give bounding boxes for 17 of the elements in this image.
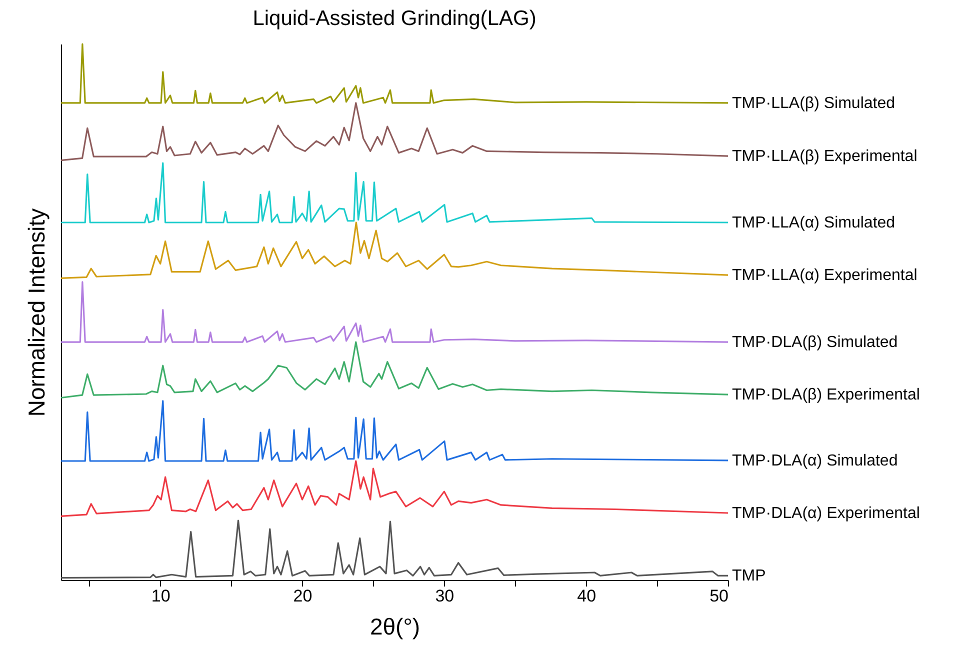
series-label: TMP·LLA(α) Simulated [732, 214, 896, 232]
x-tick-label: 40 [577, 586, 596, 606]
series-label: TMP·DLA(α) Experimental [732, 505, 920, 522]
series-label: TMP·LLA(β) Experimental [732, 148, 918, 166]
series-label: TMP·DLA(β) Simulated [732, 334, 898, 352]
y-axis-title: Normalized Intensity [24, 208, 50, 417]
x-tick-label: 30 [435, 586, 454, 606]
series-label: TMP [732, 568, 766, 585]
chart-title: Liquid-Assisted Grinding(LAG) [252, 7, 536, 30]
series-label: TMP·DLA(β) Experimental [732, 386, 920, 404]
x-tick-label: 10 [151, 586, 170, 606]
x-axis-title: 2θ(°) [370, 614, 420, 640]
x-tick-label: 50 [710, 586, 728, 606]
x-tick-label: 20 [293, 586, 312, 606]
series-label: TMP·DLA(α) Simulated [732, 452, 898, 470]
series-label: TMP·LLA(α) Experimental [732, 267, 918, 284]
series-label: TMP·LLA(β) Simulated [732, 94, 896, 112]
